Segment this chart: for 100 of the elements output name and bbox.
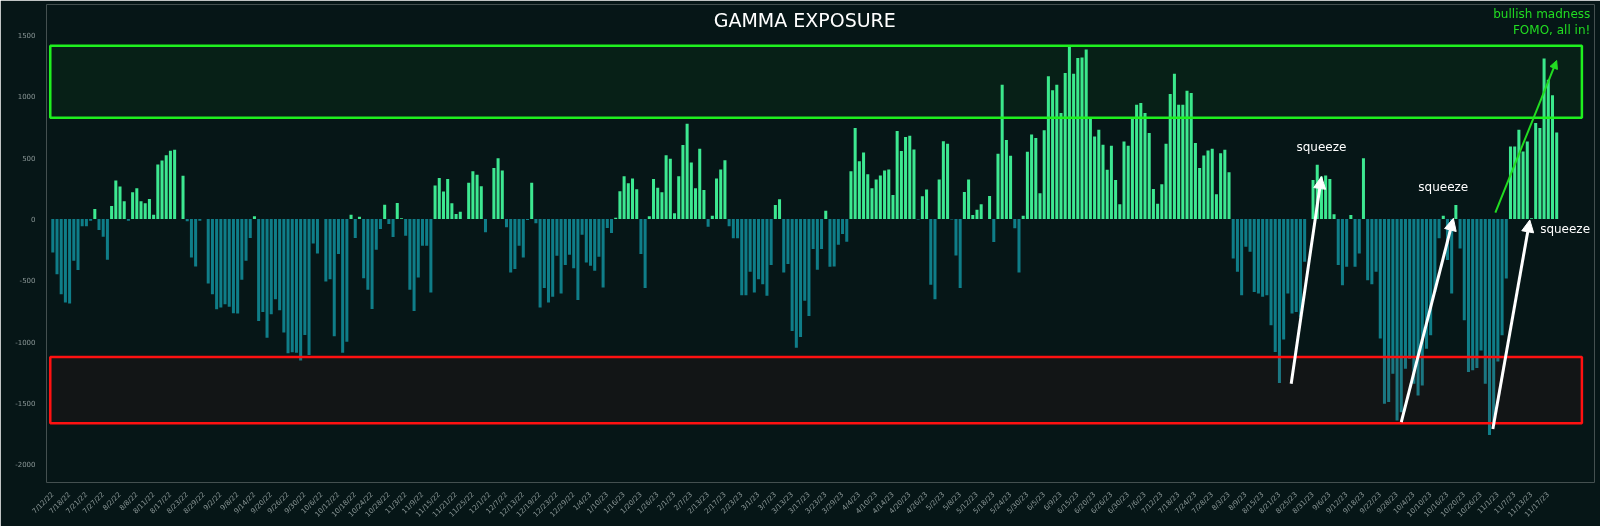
- bar: [1349, 214, 1353, 219]
- bar: [883, 170, 887, 219]
- bar: [1298, 218, 1302, 317]
- bar: [1223, 149, 1227, 219]
- bar: [353, 218, 357, 238]
- bar: [429, 218, 433, 293]
- bar: [156, 164, 160, 219]
- bar: [219, 218, 223, 308]
- bar: [925, 189, 929, 219]
- bar: [546, 218, 551, 303]
- bar: [681, 145, 685, 219]
- bar: [1508, 146, 1512, 219]
- bar: [1185, 90, 1189, 219]
- bar: [853, 128, 857, 219]
- bar: [521, 218, 525, 258]
- bar: [223, 218, 227, 305]
- bar: [1210, 148, 1214, 219]
- bar: [173, 149, 177, 219]
- bar: [752, 218, 756, 293]
- bar: [332, 218, 336, 337]
- bar: [878, 175, 882, 219]
- bar: [215, 218, 219, 310]
- bar: [815, 218, 819, 270]
- bar: [941, 141, 945, 219]
- bar: [1500, 218, 1504, 336]
- bar: [559, 218, 563, 294]
- bar: [979, 204, 983, 219]
- bar: [341, 218, 345, 353]
- bar: [324, 218, 328, 282]
- bar: [131, 192, 135, 219]
- bar: [1261, 218, 1265, 297]
- bar: [1471, 218, 1475, 371]
- bar: [996, 153, 1000, 219]
- bar: [492, 167, 496, 219]
- bar: [496, 158, 500, 219]
- bar: [1219, 153, 1223, 219]
- bar: [1353, 218, 1357, 267]
- bar: [1328, 178, 1332, 219]
- bar: [1252, 218, 1256, 292]
- bar: [315, 218, 319, 254]
- bar: [1160, 184, 1164, 219]
- bar: [643, 218, 647, 289]
- bar: [244, 218, 248, 261]
- bar: [988, 195, 992, 219]
- bar: [967, 179, 971, 219]
- chart-title: GAMMA EXPOSURE: [713, 8, 896, 31]
- bar: [908, 135, 912, 219]
- bar: [307, 218, 311, 356]
- bar: [845, 218, 849, 242]
- bar: [286, 218, 290, 354]
- bar: [164, 155, 168, 219]
- bar: [118, 186, 122, 219]
- bar: [387, 218, 391, 225]
- bar: [1277, 218, 1281, 384]
- bar: [782, 218, 786, 273]
- annotation: squeeze: [1418, 180, 1469, 195]
- bar: [282, 218, 286, 333]
- bar: [1017, 218, 1021, 273]
- bar: [1382, 218, 1386, 404]
- bar: [408, 218, 412, 290]
- bar: [1441, 215, 1445, 219]
- bar: [1046, 76, 1050, 219]
- bar: [744, 218, 748, 296]
- bar: [1202, 155, 1206, 219]
- bar: [231, 218, 235, 314]
- bar: [471, 171, 475, 219]
- bar: [252, 216, 256, 219]
- bar: [610, 218, 614, 234]
- bar: [1097, 129, 1101, 219]
- annotation: squeeze: [1540, 222, 1591, 237]
- bar: [458, 211, 462, 219]
- bar: [1370, 218, 1374, 285]
- bar: [475, 174, 479, 219]
- bar: [1067, 46, 1071, 219]
- bar: [1076, 57, 1080, 219]
- bar: [454, 213, 458, 219]
- bar: [958, 218, 962, 289]
- bar: [299, 218, 303, 361]
- bar: [664, 155, 668, 219]
- bar: [1172, 73, 1176, 219]
- bar: [1055, 84, 1059, 219]
- bar: [1181, 104, 1185, 219]
- bar: [904, 137, 908, 219]
- bar: [1412, 218, 1416, 384]
- bar: [1416, 218, 1420, 396]
- bar: [143, 203, 147, 219]
- bar: [1395, 218, 1399, 421]
- bar: [257, 218, 261, 321]
- bar: [63, 218, 67, 303]
- bar: [769, 218, 773, 266]
- bar: [538, 218, 542, 308]
- bar: [1290, 218, 1294, 314]
- bar: [668, 158, 672, 219]
- bar: [93, 208, 97, 219]
- bar: [383, 204, 387, 219]
- bar: [740, 218, 744, 296]
- bar: [349, 214, 353, 219]
- bar: [1475, 218, 1479, 369]
- bar: [992, 218, 996, 243]
- bar: [1206, 150, 1210, 219]
